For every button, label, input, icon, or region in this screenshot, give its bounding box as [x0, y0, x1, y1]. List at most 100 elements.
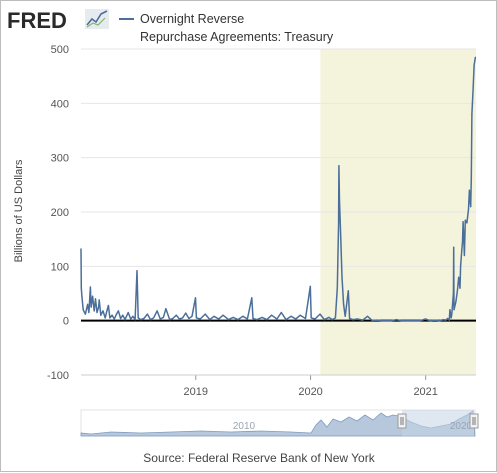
data-point: [232, 316, 234, 318]
data-point: [461, 241, 464, 243]
data-point: [98, 306, 100, 308]
y-tick-label: 400: [51, 98, 69, 110]
data-point: [344, 315, 346, 317]
fred-logo[interactable]: FRED: [7, 8, 109, 33]
data-point: [109, 317, 111, 319]
y-tick-label: 500: [51, 44, 69, 56]
data-point: [468, 189, 470, 191]
data-point: [113, 318, 115, 320]
data-point: [120, 317, 122, 320]
data-point: [227, 319, 230, 321]
data-point: [92, 295, 94, 297]
data-point: [122, 314, 124, 316]
data-point: [466, 222, 468, 224]
data-point: [336, 287, 338, 289]
data-point: [90, 306, 92, 308]
data-point: [237, 319, 239, 321]
navigator[interactable]: 2010 2020: [80, 409, 479, 437]
data-point: [105, 311, 108, 314]
data-point: [453, 309, 455, 311]
x-tick-label: 2020: [298, 386, 322, 398]
data-point: [98, 299, 100, 301]
data-point: [140, 319, 142, 321]
data-point: [429, 320, 431, 322]
data-point: [474, 56, 476, 58]
data-point: [459, 287, 461, 289]
data-point: [447, 317, 449, 320]
data-point: [246, 318, 248, 320]
y-tick-label: 100: [51, 261, 69, 273]
data-point: [185, 312, 187, 314]
data-point: [319, 313, 321, 315]
data-point: [84, 313, 86, 315]
data-point: [310, 317, 312, 319]
navigator-selection[interactable]: [402, 410, 474, 436]
data-point: [458, 276, 460, 278]
data-point: [290, 315, 292, 317]
data-point: [191, 315, 193, 317]
drag-handle-icon[interactable]: [397, 413, 407, 429]
data-point: [209, 319, 211, 321]
y-tick-label: -100: [47, 370, 69, 382]
data-point: [453, 246, 455, 248]
data-point: [81, 295, 83, 297]
data-point: [391, 320, 393, 322]
data-point: [149, 319, 152, 321]
data-point: [463, 254, 465, 257]
data-point: [444, 319, 447, 321]
data-point: [366, 315, 369, 317]
data-point: [222, 314, 224, 316]
data-point: [470, 206, 472, 208]
data-point: [470, 177, 472, 179]
data-point: [461, 249, 463, 251]
drag-handle-icon[interactable]: [469, 413, 479, 429]
data-point: [299, 314, 301, 316]
data-point: [276, 318, 278, 320]
y-axis-ticks: -100 0 100 200 300 400 500: [47, 44, 69, 382]
data-point: [146, 313, 148, 315]
data-point: [89, 286, 91, 288]
data-point: [314, 318, 316, 320]
data-point: [194, 297, 197, 299]
data-point: [439, 320, 441, 322]
data-point: [451, 313, 453, 315]
data-point: [188, 317, 190, 320]
data-point: [455, 301, 457, 303]
y-tick-label: 0: [63, 316, 69, 328]
navigator-label-2010: 2010: [233, 421, 256, 432]
data-point: [328, 316, 330, 318]
data-point: [104, 317, 106, 319]
data-point: [334, 317, 336, 319]
series-line[interactable]: [80, 57, 477, 322]
data-point: [156, 310, 158, 312]
data-point: [143, 317, 145, 320]
data-point: [256, 319, 258, 321]
data-point: [165, 308, 167, 310]
data-point: [462, 221, 464, 223]
data-point: [107, 304, 109, 307]
data-point: [338, 222, 340, 224]
data-point: [410, 320, 412, 322]
data-point: [182, 317, 184, 319]
data-point: [349, 317, 351, 320]
data-point: [285, 319, 287, 321]
data-point: [261, 316, 263, 318]
y-tick-label: 200: [51, 207, 69, 219]
data-point: [96, 311, 98, 314]
data-point: [111, 314, 113, 316]
data-point: [449, 309, 451, 311]
data-point: [338, 200, 341, 202]
data-point: [136, 270, 138, 272]
data-point: [347, 290, 349, 292]
data-point: [218, 318, 220, 320]
data-point: [175, 314, 177, 316]
data-point: [400, 320, 402, 322]
data-point: [464, 219, 466, 221]
data-point: [102, 310, 104, 312]
data-point: [117, 310, 119, 312]
data-point: [304, 317, 307, 320]
data-point: [381, 320, 383, 322]
data-point: [251, 297, 253, 299]
